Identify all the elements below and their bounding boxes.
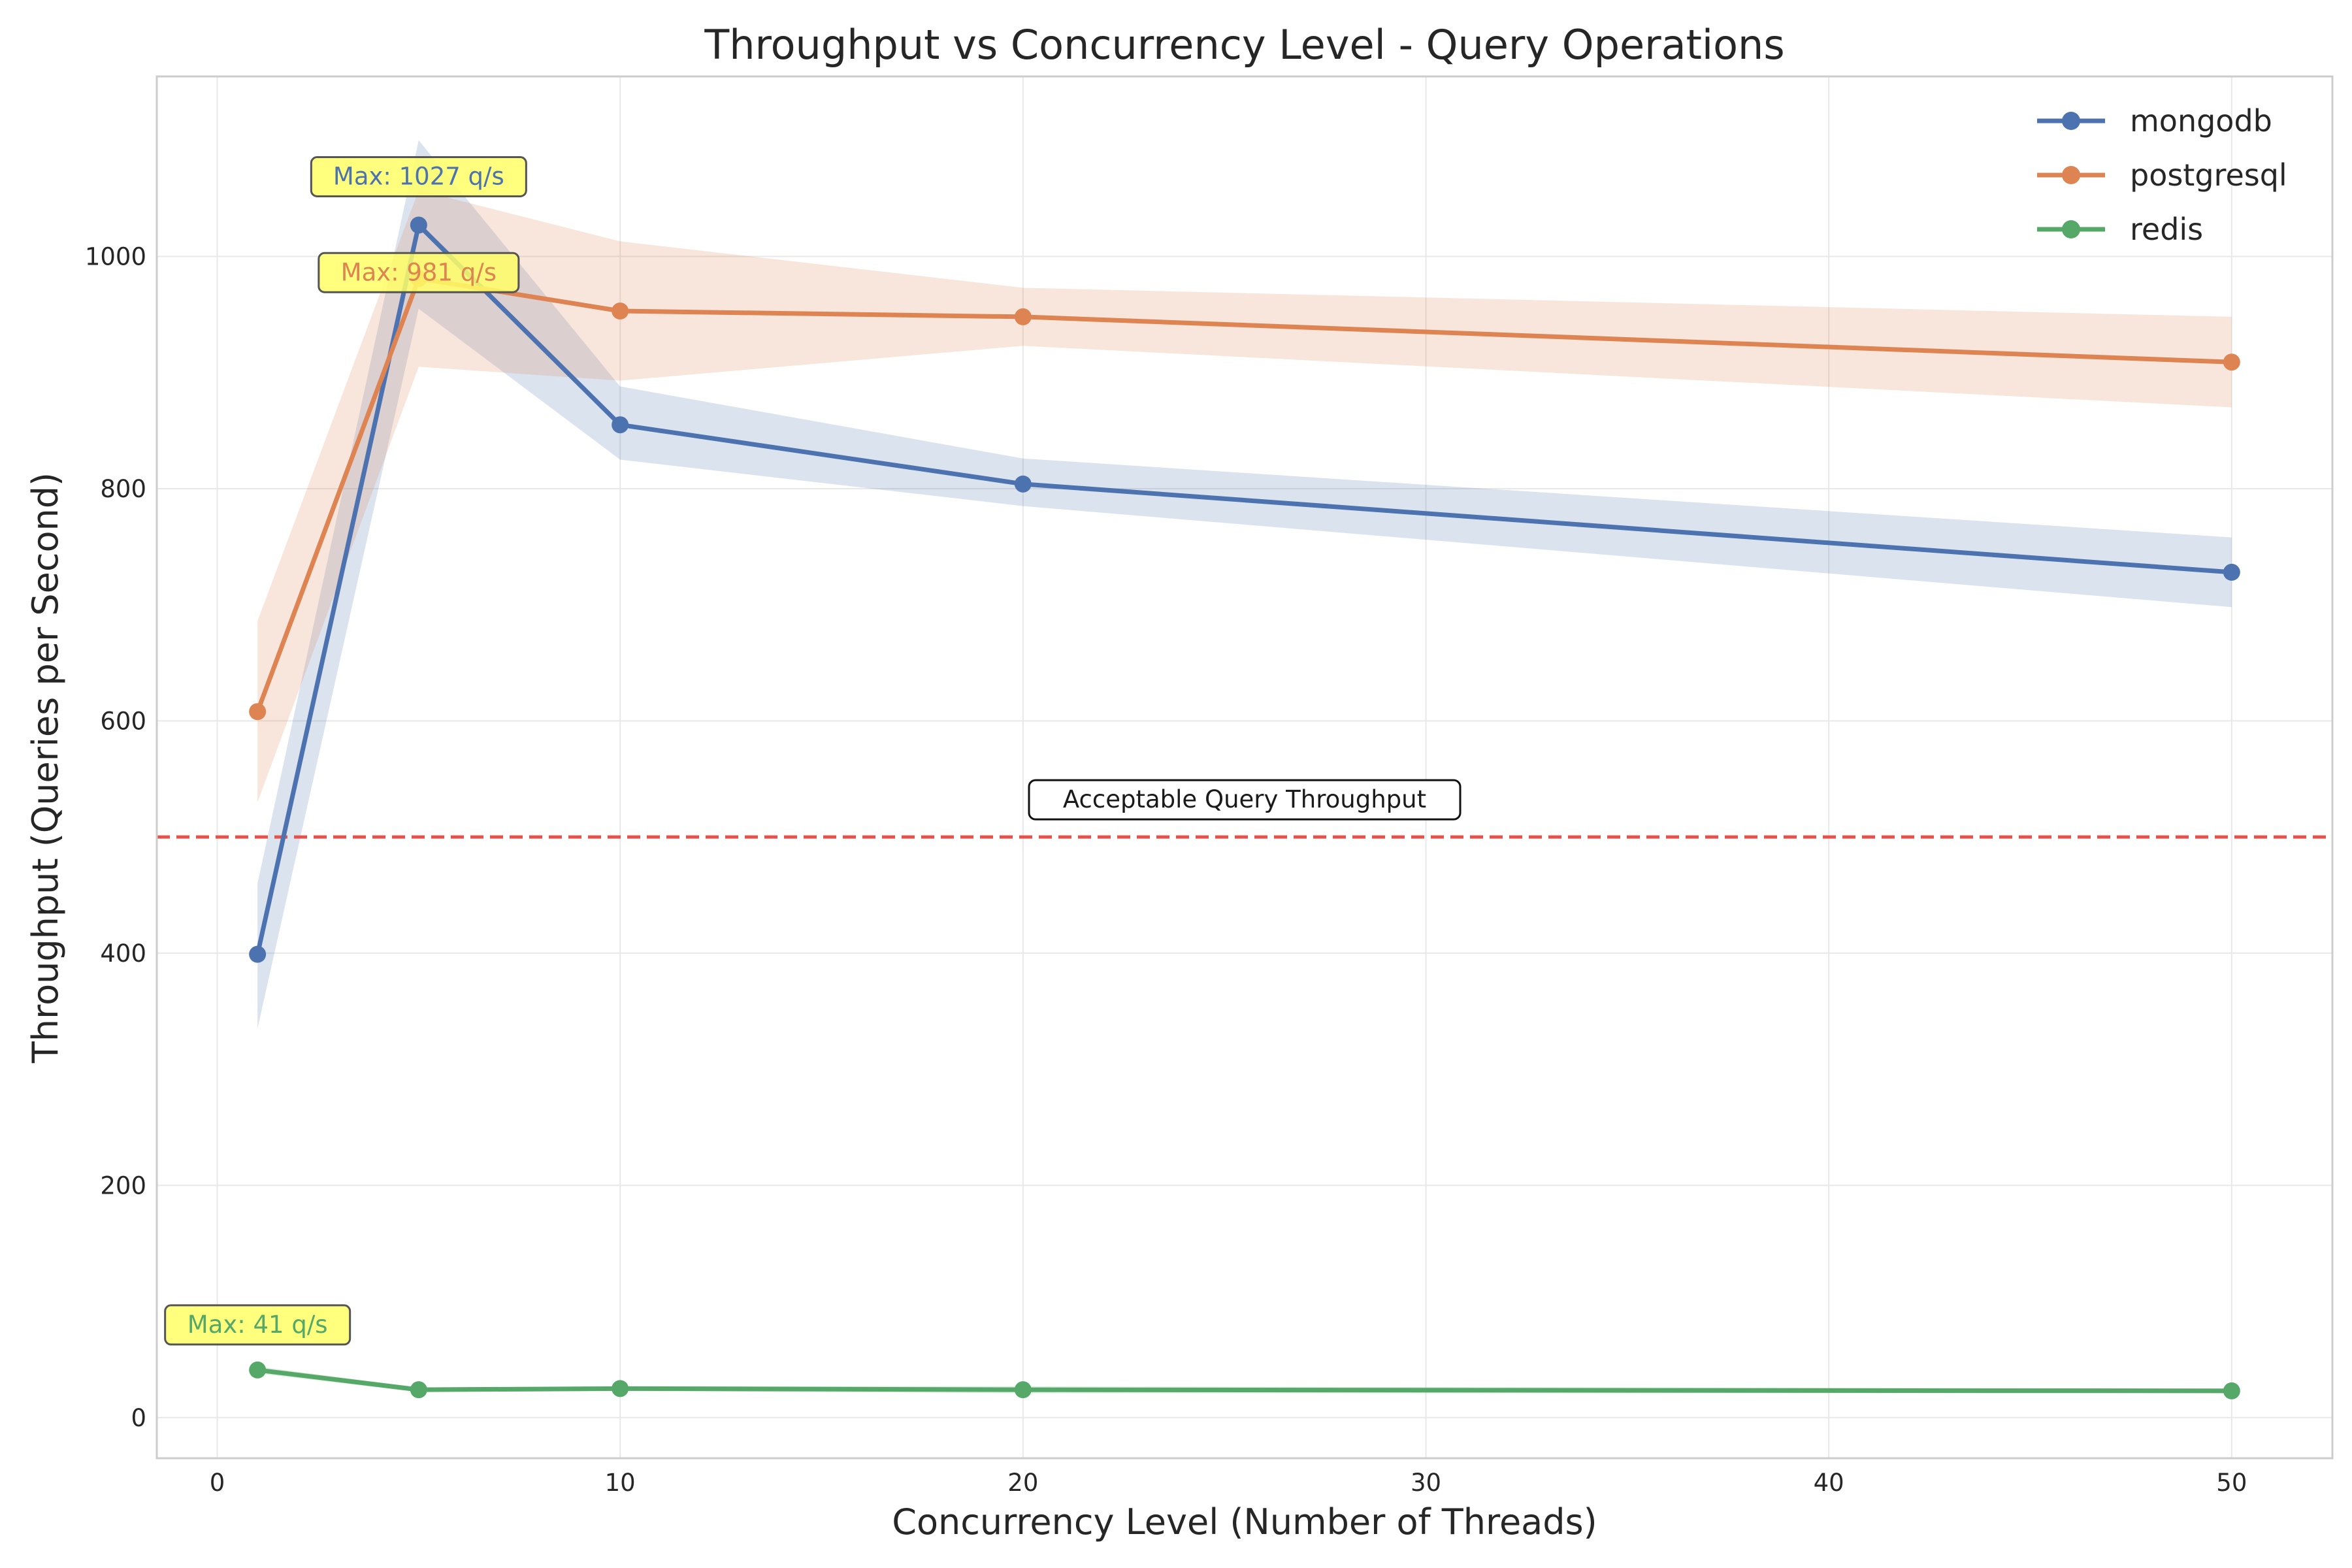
- point-redis: [249, 1361, 267, 1379]
- point-postgresql: [612, 302, 629, 320]
- y-axis-label: Throughput (Queries per Second): [25, 472, 66, 1064]
- band-redis: [257, 1366, 2232, 1394]
- legend-marker-redis: [2062, 220, 2080, 238]
- x-tick-label: 10: [605, 1469, 636, 1497]
- x-tick-label: 20: [1007, 1469, 1038, 1497]
- y-tick-label: 800: [100, 475, 146, 503]
- annotation-mongodb: Max: 1027 q/s: [333, 162, 504, 190]
- plot-background: [157, 76, 2332, 1458]
- point-postgresql: [2223, 353, 2240, 371]
- y-tick-label: 0: [131, 1404, 146, 1432]
- max-annotations: Max: 1027 q/s Max: 981 q/s Max: 41 q/s: [164, 155, 527, 1346]
- annotation-box-postgresql: [318, 252, 520, 293]
- y-tick-label: 1000: [85, 242, 146, 270]
- y-tick-label: 400: [100, 939, 146, 968]
- y-tick-label: 200: [100, 1171, 146, 1200]
- legend-label-postgresql: postgresql: [2130, 157, 2287, 193]
- plot-frame: [155, 75, 2334, 1460]
- annotation-box-redis: [164, 1304, 351, 1346]
- legend-marker-postgresql: [2062, 166, 2080, 184]
- legend: mongodb postgresql redis: [2037, 103, 2287, 247]
- x-tick-label: 0: [210, 1469, 225, 1497]
- x-axis-label: Concurrency Level (Number of Threads): [892, 1501, 1597, 1543]
- annotation-postgresql: Max: 981 q/s: [341, 258, 497, 286]
- point-redis: [612, 1380, 629, 1397]
- legend-marker-mongodb: [2062, 112, 2080, 130]
- point-postgresql: [249, 703, 267, 721]
- annotation-box-mongodb: [310, 155, 527, 197]
- point-mongodb: [410, 216, 427, 234]
- x-tick-label: 30: [1411, 1469, 1441, 1497]
- legend-label-mongodb: mongodb: [2130, 103, 2272, 139]
- annotation-redis: Max: 41 q/s: [188, 1311, 328, 1339]
- x-tick-label: 40: [1814, 1469, 1844, 1497]
- point-redis: [2223, 1382, 2240, 1399]
- reference-label: Acceptable Query Throughput: [1063, 785, 1426, 813]
- point-redis: [410, 1381, 427, 1399]
- legend-label-redis: redis: [2130, 212, 2203, 247]
- x-tick-label: 50: [2216, 1469, 2247, 1497]
- reference-line-group: Acceptable Query Throughput: [157, 779, 2332, 839]
- point-mongodb: [1014, 475, 1032, 493]
- band-mongodb: [257, 140, 2232, 1029]
- series-lines: [249, 216, 2240, 1399]
- chart-title: Throughput vs Concurrency Level - Query …: [704, 21, 1784, 69]
- grid: [157, 76, 2332, 1458]
- point-redis: [1014, 1381, 1032, 1399]
- y-tick-label: 600: [100, 707, 146, 735]
- point-mongodb: [2223, 563, 2240, 581]
- tick-labels: 0 10 20 30 40 50 0 200 400 600 800 1000: [85, 242, 2247, 1497]
- reference-label-box: [1028, 779, 1462, 821]
- point-mongodb: [612, 416, 629, 434]
- point-postgresql: [1014, 308, 1032, 325]
- point-mongodb: [249, 945, 267, 963]
